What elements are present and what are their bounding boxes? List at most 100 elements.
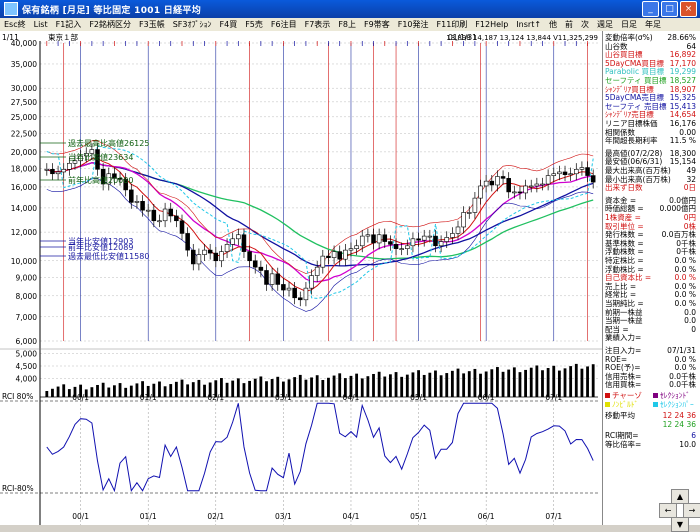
volume-bar — [270, 379, 274, 397]
candle-body — [185, 233, 190, 251]
nav-right-button[interactable]: → — [683, 503, 700, 518]
volume-bar — [163, 386, 167, 397]
menu-item[interactable]: F5売 — [245, 20, 263, 29]
menu-item[interactable]: F10発注 — [397, 20, 429, 29]
candle-body — [134, 201, 140, 203]
price-axis-label: 27,500 — [11, 98, 37, 107]
menu-item[interactable]: 前 — [565, 20, 574, 29]
menu-item[interactable]: 他 — [549, 20, 558, 29]
menu-item[interactable]: 次 — [581, 20, 590, 29]
minimize-button[interactable]: _ — [642, 1, 659, 17]
candle-body — [241, 234, 247, 252]
volume-bar — [501, 371, 505, 397]
menu-item[interactable]: F9帯客 — [364, 20, 390, 29]
menu-item[interactable]: Insrt↑ — [516, 20, 542, 29]
panel-row: 売上比 = 0.0 % — [603, 282, 699, 291]
panel-row-value: 0.0 % — [674, 281, 696, 291]
candle-body — [354, 245, 359, 249]
panel-row-label: 山谷買目標 — [605, 50, 643, 60]
volume-bar — [377, 371, 381, 397]
panel-row: 移動平均 12 24 36 — [603, 411, 699, 420]
x-axis-label-bottom: 01/1 — [140, 512, 157, 521]
menu-item[interactable]: F2銘柄区分 — [89, 20, 132, 29]
legend-swatch — [605, 402, 610, 407]
candle-body — [44, 169, 50, 171]
nav-up-button[interactable]: ▲ — [671, 489, 689, 504]
volume-bar — [529, 367, 533, 397]
nav-left-button[interactable]: ← — [659, 503, 677, 518]
panel-row-label: 浮動株数 = — [605, 247, 644, 257]
menu-item[interactable]: List — [33, 20, 48, 29]
candle-body — [140, 201, 145, 211]
panel-row: Parabolic 買目標 19,299 — [603, 67, 699, 76]
candle-body — [112, 173, 117, 179]
x-axis-label: 01/1 — [140, 393, 157, 402]
volume-bar — [253, 378, 257, 397]
panel-row-value[interactable]: 6 — [691, 431, 696, 440]
panel-row: 特定株比 = 0.0 % — [603, 256, 699, 265]
candle-body — [95, 149, 100, 170]
volume-bar — [541, 370, 544, 397]
panel-row-value: 32 — [686, 174, 696, 184]
panel-row-value: 0.0 % — [674, 273, 696, 283]
volume-axis-label: 4,000 — [16, 375, 38, 384]
candle-body — [224, 244, 230, 252]
maximize-button[interactable]: □ — [661, 1, 678, 17]
x-axis-label-bottom: 07/1 — [545, 512, 562, 521]
header-values: 13,898 14,187 13,124 13,844 V11,325,299 — [446, 34, 598, 42]
close-button[interactable]: × — [680, 1, 697, 17]
panel-row-label: 移動平均 — [605, 411, 635, 420]
candle-body — [343, 249, 348, 260]
volume-bar — [276, 376, 280, 397]
volume-bar — [456, 368, 460, 397]
menu-item[interactable]: F11印刷 — [436, 20, 468, 29]
ma-24-line — [46, 162, 594, 267]
menu-item[interactable]: F1記入 — [55, 20, 82, 29]
panel-row-value[interactable]: 10.0 — [679, 440, 696, 449]
menu-item[interactable]: 週足 — [597, 20, 614, 29]
legend-label: ﾉﾝﾋﾞﾙﾄﾞ — [612, 400, 639, 409]
panel-row: 最小出来高(百万株) 32 — [603, 175, 699, 184]
menu-item[interactable]: F8上 — [338, 20, 357, 29]
panel-row-label: 資本金 = — [605, 195, 637, 205]
menu-item[interactable]: 年足 — [645, 20, 662, 29]
panel-row: 取引単位 = 0株 — [603, 222, 699, 231]
panel-row: 出来ず日数 0日 — [603, 183, 699, 192]
menu-item[interactable]: 日足 — [621, 20, 638, 29]
volume-bar — [236, 378, 240, 397]
panel-row-value[interactable]: 12 24 36 — [662, 420, 696, 429]
volume-bar — [428, 372, 432, 397]
menu-item[interactable]: F4買 — [219, 20, 238, 29]
annotation-label: 過去最高比高値26125 — [68, 138, 149, 148]
panel-row-value: 64 — [686, 41, 696, 51]
menu-item[interactable]: F3玉帳 — [139, 20, 165, 29]
ma-6-line — [46, 158, 594, 292]
volume-bar — [366, 376, 370, 397]
volume-bar — [304, 379, 308, 397]
menu-item[interactable]: F12Help — [475, 20, 509, 29]
volume-bar — [281, 381, 285, 397]
candle-body — [258, 266, 264, 271]
panel-row: 浮動株数 = 0千株 — [603, 247, 699, 256]
volume-bar — [327, 377, 330, 397]
panel-row-value: 14,654 — [669, 110, 696, 120]
volume-bar — [518, 372, 522, 397]
candle-body — [117, 178, 123, 180]
panel-row-value: 0円 — [683, 213, 696, 222]
rci-bottom-label: RCI-80% — [2, 484, 34, 493]
panel-row: 経常比 = 0.0 % — [603, 290, 699, 299]
volume-bar — [158, 381, 161, 397]
panel-row-label: 売上比 = — [605, 281, 637, 291]
volume-bar — [512, 367, 516, 397]
panel-row-value[interactable]: 12 24 36 — [662, 411, 696, 420]
panel-row-value: 0.00 — [679, 127, 696, 137]
volume-bar — [242, 383, 246, 397]
panel-row: 前期一株益 0.0 — [603, 308, 699, 317]
stock-chart-svg[interactable]: 40,000 35,000 30,000 27,500 25,000 22,500 20,0… — [0, 31, 602, 525]
menu-item[interactable]: Esc終 — [4, 20, 26, 29]
menu-item[interactable]: F6注目 — [270, 20, 297, 29]
menu-item[interactable]: SF3ｵﾌﾟｼｮﾝ — [172, 20, 212, 29]
x-axis-label-bottom: 06/1 — [478, 512, 495, 521]
stock-chart-area[interactable]: 40,000 35,000 30,000 27,500 25,000 22,500 20,0… — [0, 31, 602, 525]
menu-item[interactable]: F7表示 — [304, 20, 331, 29]
